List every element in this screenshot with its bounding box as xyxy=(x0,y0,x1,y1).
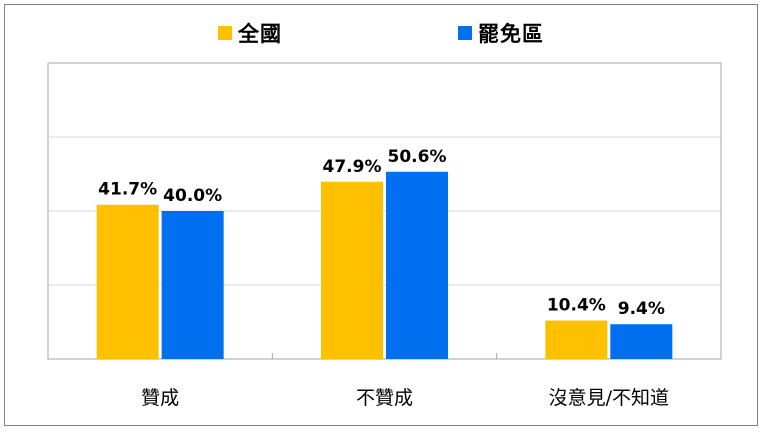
bar-2-3 xyxy=(610,324,673,359)
legend-label-series-2: 罷免區 xyxy=(478,22,544,46)
chart-legend: 全國 罷免區 xyxy=(0,18,764,48)
data-label: 41.7% xyxy=(98,180,157,200)
legend-item-series-1: 全國 xyxy=(218,18,282,48)
legend-item-series-2: 罷免區 xyxy=(458,18,544,48)
data-label: 47.9% xyxy=(323,157,382,177)
legend-swatch-series-2 xyxy=(458,26,472,40)
data-label: 9.4% xyxy=(618,299,665,319)
bar-1-1 xyxy=(96,204,159,359)
legend-label-series-1: 全國 xyxy=(238,22,282,46)
category-label: 不贊成 xyxy=(356,387,413,409)
category-label: 沒意見/不知道 xyxy=(549,387,669,409)
legend-swatch-series-1 xyxy=(218,26,232,40)
data-label: 50.6% xyxy=(388,147,447,167)
data-label: 10.4% xyxy=(547,296,606,316)
bar-1-3 xyxy=(545,320,608,359)
bar-2-2 xyxy=(386,171,448,359)
category-label: 贊成 xyxy=(141,387,179,409)
bar-1-2 xyxy=(321,181,383,359)
data-label: 40.0% xyxy=(163,186,222,206)
bar-2-1 xyxy=(161,211,224,359)
